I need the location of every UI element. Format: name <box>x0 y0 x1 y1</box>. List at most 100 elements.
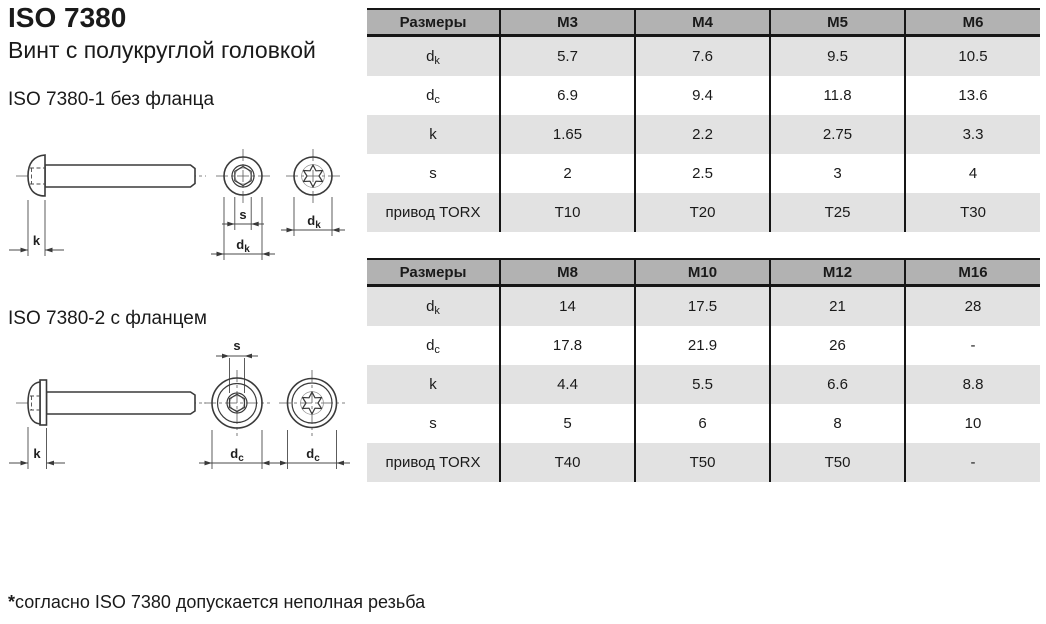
value-cell: 10.5 <box>904 35 1040 76</box>
flanged-torx-socket-front-view: dc <box>275 370 350 469</box>
value-cell: 3 <box>769 154 905 193</box>
value-cell: 26 <box>769 326 905 365</box>
value-cell: T25 <box>769 193 905 232</box>
value-cell: 17.5 <box>634 285 770 326</box>
value-cell: 14 <box>499 285 635 326</box>
dimension-label-cell: привод TORX <box>385 204 481 221</box>
value-cell: T20 <box>634 193 770 232</box>
dimension-label-cell: s <box>429 165 437 182</box>
value-cell: 6.9 <box>499 76 635 115</box>
value-cell: T10 <box>499 193 635 232</box>
flanged-screw-side-view: k <box>9 379 206 469</box>
dimensions-table-m3-m6: Размеры M3 M4 M5 M6 dk 5.7 7.6 9.5 10.5 … <box>367 8 1040 232</box>
iso7380-2-technical-drawing: k s dc dc <box>9 338 350 469</box>
hex-socket-front-view: s dk <box>211 149 275 260</box>
value-cell: 5.7 <box>499 35 635 76</box>
value-cell: 21 <box>769 285 905 326</box>
torx-star-icon <box>302 164 324 188</box>
dimension-label-cell: привод TORX <box>385 454 481 471</box>
table-row: k 1.65 2.2 2.75 3.3 <box>367 115 1040 154</box>
dim-label-k: k <box>33 446 41 461</box>
value-cell: 1.65 <box>499 115 635 154</box>
value-cell: 2.2 <box>634 115 770 154</box>
table-row: dk 5.7 7.6 9.5 10.5 <box>367 35 1040 76</box>
value-cell: - <box>904 443 1040 482</box>
value-cell: 17.8 <box>499 326 635 365</box>
dim-label-dc: dc <box>230 446 244 464</box>
value-cell: - <box>904 326 1040 365</box>
value-cell: 6 <box>634 404 770 443</box>
dimension-label-cell: dk <box>426 298 440 317</box>
dim-label-k: k <box>33 233 41 248</box>
size-header-cell: M3 <box>499 9 635 37</box>
table-row: dc 17.8 21.9 26 - <box>367 326 1040 365</box>
value-cell: T30 <box>904 193 1040 232</box>
dimension-label-cell: dc <box>426 87 440 106</box>
dimension-label-cell: dk <box>426 48 440 67</box>
header-cell-dimensions: Размеры <box>367 9 500 37</box>
footnote: *согласно ISO 7380 допускается неполная … <box>8 592 425 613</box>
value-cell: 8.8 <box>904 365 1040 404</box>
footnote-text: согласно ISO 7380 допускается неполная р… <box>15 592 426 612</box>
value-cell: T50 <box>634 443 770 482</box>
dim-label-dc: dc <box>306 446 320 464</box>
section-label-iso7380-2: ISO 7380-2 с фланцем <box>8 308 207 329</box>
page-subtitle: Винт с полукруглой головкой <box>8 37 316 63</box>
value-cell: 2 <box>499 154 635 193</box>
dimension-label-cell: k <box>429 376 437 393</box>
table-row: s 5 6 8 10 <box>367 404 1040 443</box>
value-cell: 13.6 <box>904 76 1040 115</box>
table-row: привод TORX T10 T20 T25 T30 <box>367 193 1040 232</box>
value-cell: 2.5 <box>634 154 770 193</box>
dim-label-dk: dk <box>307 213 321 231</box>
value-cell: T40 <box>499 443 635 482</box>
table-header-row: Размеры M3 M4 M5 M6 <box>367 9 1040 37</box>
value-cell: 28 <box>904 285 1040 326</box>
screw-side-view: k <box>9 154 206 256</box>
value-cell: 2.75 <box>769 115 905 154</box>
value-cell: 8 <box>769 404 905 443</box>
value-cell: 9.4 <box>634 76 770 115</box>
value-cell: T50 <box>769 443 905 482</box>
flanged-hex-socket-front-view: s dc <box>199 338 275 469</box>
value-cell: 9.5 <box>769 35 905 76</box>
value-cell: 11.8 <box>769 76 905 115</box>
dimension-label-cell: s <box>429 415 437 432</box>
dimension-label-cell: dc <box>426 337 440 356</box>
table-header-row: Размеры M8 M10 M12 M16 <box>367 259 1040 287</box>
header-cell-dimensions: Размеры <box>367 259 500 287</box>
size-header-cell: M10 <box>634 259 770 287</box>
size-header-cell: M4 <box>634 9 770 37</box>
dimension-label-cell: k <box>429 126 437 143</box>
value-cell: 4.4 <box>499 365 635 404</box>
value-cell: 10 <box>904 404 1040 443</box>
size-header-cell: M5 <box>769 9 905 37</box>
torx-star-icon <box>301 391 323 415</box>
value-cell: 3.3 <box>904 115 1040 154</box>
value-cell: 4 <box>904 154 1040 193</box>
size-header-cell: M12 <box>769 259 905 287</box>
table-row: s 2 2.5 3 4 <box>367 154 1040 193</box>
page-title: ISO 7380 <box>8 2 127 33</box>
iso7380-1-technical-drawing: k s dk dk <box>9 149 345 260</box>
dim-label-s: s <box>239 207 246 222</box>
dim-label-dk: dk <box>236 237 250 255</box>
section-label-iso7380-1: ISO 7380-1 без фланца <box>8 89 215 110</box>
torx-socket-front-view: dk <box>281 149 345 236</box>
value-cell: 6.6 <box>769 365 905 404</box>
footnote-asterisk: * <box>8 592 16 612</box>
dimensions-table-m8-m16: Размеры M8 M10 M12 M16 dk 14 17.5 21 28 … <box>367 258 1040 482</box>
table-row: dk 14 17.5 21 28 <box>367 285 1040 326</box>
table-row: k 4.4 5.5 6.6 8.8 <box>367 365 1040 404</box>
dim-label-s: s <box>233 338 240 353</box>
value-cell: 5 <box>499 404 635 443</box>
table-row: dc 6.9 9.4 11.8 13.6 <box>367 76 1040 115</box>
size-header-cell: M16 <box>904 259 1040 287</box>
table-row: привод TORX T40 T50 T50 - <box>367 443 1040 482</box>
size-header-cell: M8 <box>499 259 635 287</box>
value-cell: 5.5 <box>634 365 770 404</box>
value-cell: 7.6 <box>634 35 770 76</box>
size-header-cell: M6 <box>904 9 1040 37</box>
value-cell: 21.9 <box>634 326 770 365</box>
